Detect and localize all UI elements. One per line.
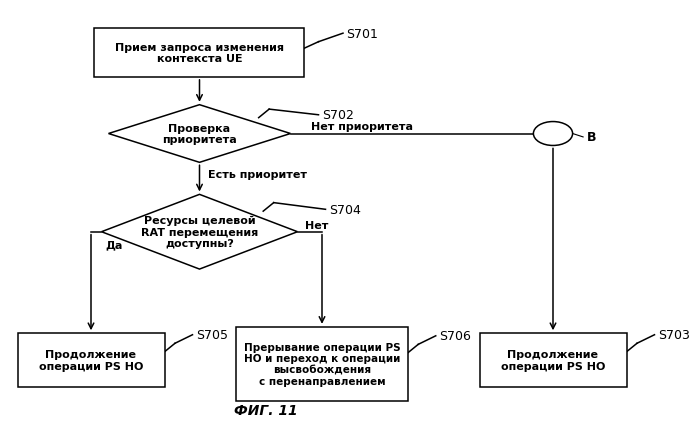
Text: Прерывание операции PS
HO и переход к операции
высвобождения
с перенаправлением: Прерывание операции PS HO и переход к оп… — [244, 342, 400, 386]
Text: Да: Да — [105, 240, 122, 250]
Polygon shape — [102, 195, 298, 269]
Text: S702: S702 — [322, 109, 354, 122]
Text: S704: S704 — [329, 203, 361, 216]
FancyBboxPatch shape — [94, 29, 304, 78]
Text: Ресурсы целевой
RAT перемещения
доступны?: Ресурсы целевой RAT перемещения доступны… — [141, 216, 258, 249]
Text: S706: S706 — [440, 330, 471, 343]
Polygon shape — [108, 105, 290, 163]
Text: Продолжение
операции PS HO: Продолжение операции PS HO — [500, 349, 606, 371]
Text: S705: S705 — [196, 328, 228, 341]
FancyBboxPatch shape — [18, 333, 164, 387]
Circle shape — [533, 122, 573, 146]
FancyBboxPatch shape — [480, 333, 626, 387]
Text: Проверка
приоритета: Проверка приоритета — [162, 124, 237, 145]
Text: B: B — [587, 131, 596, 144]
FancyBboxPatch shape — [237, 327, 407, 401]
Text: S701: S701 — [346, 28, 379, 40]
Text: Нет: Нет — [304, 221, 328, 231]
Text: ФИГ. 11: ФИГ. 11 — [234, 403, 298, 417]
Text: Нет приоритета: Нет приоритета — [312, 121, 414, 132]
Text: Есть приоритет: Есть приоритет — [208, 170, 307, 180]
Text: Прием запроса изменения
контекста UE: Прием запроса изменения контекста UE — [115, 43, 284, 64]
Text: Продолжение
операции PS HO: Продолжение операции PS HO — [38, 349, 144, 371]
Text: S703: S703 — [658, 328, 690, 341]
